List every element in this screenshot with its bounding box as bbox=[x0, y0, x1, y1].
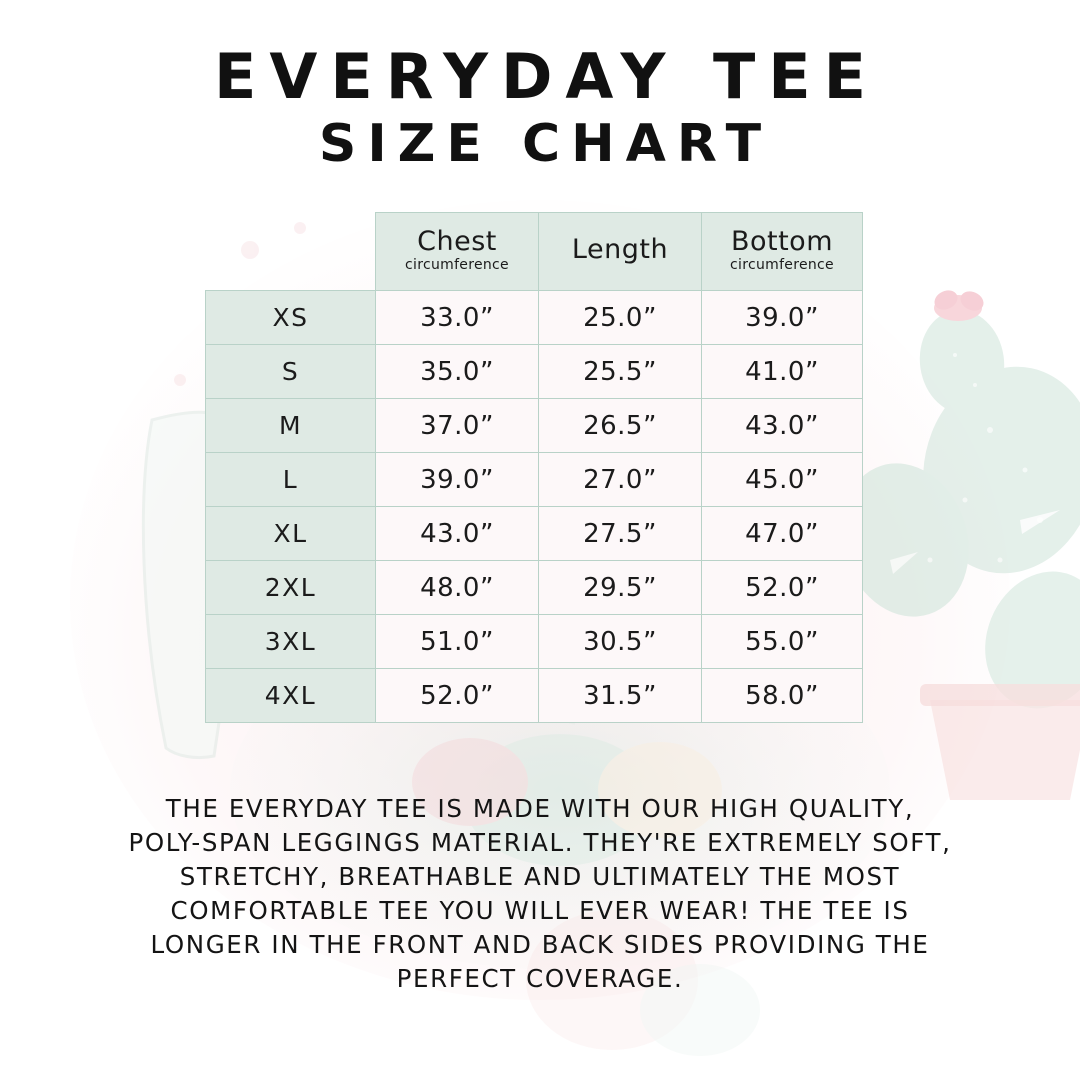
description-line: COMFORTABLE TEE YOU WILL EVER WEAR! THE … bbox=[170, 896, 910, 925]
chest-value: 43.0” bbox=[375, 506, 539, 561]
column-header-chest-label: Chest bbox=[417, 225, 497, 257]
length-value: 29.5” bbox=[538, 560, 702, 615]
bottom-value: 47.0” bbox=[701, 506, 863, 561]
size-chart-table-wrapper: Chest circumference Length Bottom circum… bbox=[205, 212, 865, 723]
size-label: 4XL bbox=[205, 668, 376, 723]
column-header-length-label: Length bbox=[571, 233, 669, 265]
length-value: 25.5” bbox=[538, 344, 702, 399]
size-label: M bbox=[205, 398, 376, 453]
chest-value: 37.0” bbox=[375, 398, 539, 453]
description-line: STRETCHY, BREATHABLE AND ULTIMATELY THE … bbox=[179, 862, 901, 891]
page-title-block: EVERYDAY TEE SIZE CHART bbox=[0, 40, 1080, 175]
product-description: THE EVERYDAY TEE IS MADE WITH OUR HIGH Q… bbox=[108, 792, 972, 996]
table-row: M 37.0” 26.5” 43.0” bbox=[205, 398, 863, 453]
bottom-value: 45.0” bbox=[701, 452, 863, 507]
description-line: LONGER IN THE FRONT AND BACK SIDES PROVI… bbox=[150, 930, 930, 959]
description-line: THE EVERYDAY TEE IS MADE WITH OUR HIGH Q… bbox=[165, 794, 915, 823]
length-value: 25.0” bbox=[538, 290, 702, 345]
column-header-chest-sublabel: circumference bbox=[405, 257, 509, 274]
chest-value: 48.0” bbox=[375, 560, 539, 615]
bottom-value: 39.0” bbox=[701, 290, 863, 345]
page-subtitle: SIZE CHART bbox=[318, 113, 773, 174]
length-value: 30.5” bbox=[538, 614, 702, 669]
size-label: 2XL bbox=[205, 560, 376, 615]
table-row: L 39.0” 27.0” 45.0” bbox=[205, 452, 863, 507]
table-row: 2XL 48.0” 29.5” 52.0” bbox=[205, 560, 863, 615]
length-value: 27.5” bbox=[538, 506, 702, 561]
length-value: 27.0” bbox=[538, 452, 702, 507]
chest-value: 52.0” bbox=[375, 668, 539, 723]
size-label: L bbox=[205, 452, 376, 507]
size-label: S bbox=[205, 344, 376, 399]
column-header-bottom-sublabel: circumference bbox=[730, 257, 834, 274]
size-label: XS bbox=[205, 290, 376, 345]
table-body: XS 33.0” 25.0” 39.0” S 35.0” 25.5” 41.0”… bbox=[205, 290, 863, 723]
page-title: EVERYDAY TEE bbox=[214, 40, 879, 113]
column-header-length: Length bbox=[538, 212, 702, 291]
size-label: 3XL bbox=[205, 614, 376, 669]
table-header-row: Chest circumference Length Bottom circum… bbox=[206, 212, 863, 291]
description-line: POLY-SPAN LEGGINGS MATERIAL. THEY'RE EXT… bbox=[128, 828, 952, 857]
size-label: XL bbox=[205, 506, 376, 561]
description-line: PERFECT COVERAGE. bbox=[396, 964, 684, 993]
column-header-chest: Chest circumference bbox=[375, 212, 539, 291]
table-row: 3XL 51.0” 30.5” 55.0” bbox=[205, 614, 863, 669]
bottom-value: 43.0” bbox=[701, 398, 863, 453]
length-value: 26.5” bbox=[538, 398, 702, 453]
bottom-value: 55.0” bbox=[701, 614, 863, 669]
table-header: Chest circumference Length Bottom circum… bbox=[206, 212, 863, 291]
table-row: XL 43.0” 27.5” 47.0” bbox=[205, 506, 863, 561]
table-corner-cell bbox=[206, 213, 376, 291]
bottom-value: 41.0” bbox=[701, 344, 863, 399]
bottom-value: 58.0” bbox=[701, 668, 863, 723]
size-chart-table: Chest circumference Length Bottom circum… bbox=[205, 212, 863, 723]
column-header-bottom: Bottom circumference bbox=[701, 212, 863, 291]
bottom-value: 52.0” bbox=[701, 560, 863, 615]
length-value: 31.5” bbox=[538, 668, 702, 723]
chest-value: 51.0” bbox=[375, 614, 539, 669]
chest-value: 33.0” bbox=[375, 290, 539, 345]
chest-value: 35.0” bbox=[375, 344, 539, 399]
chest-value: 39.0” bbox=[375, 452, 539, 507]
column-header-bottom-label: Bottom bbox=[730, 225, 834, 257]
table-row: XS 33.0” 25.0” 39.0” bbox=[205, 290, 863, 345]
table-row: 4XL 52.0” 31.5” 58.0” bbox=[205, 668, 863, 723]
table-row: S 35.0” 25.5” 41.0” bbox=[205, 344, 863, 399]
